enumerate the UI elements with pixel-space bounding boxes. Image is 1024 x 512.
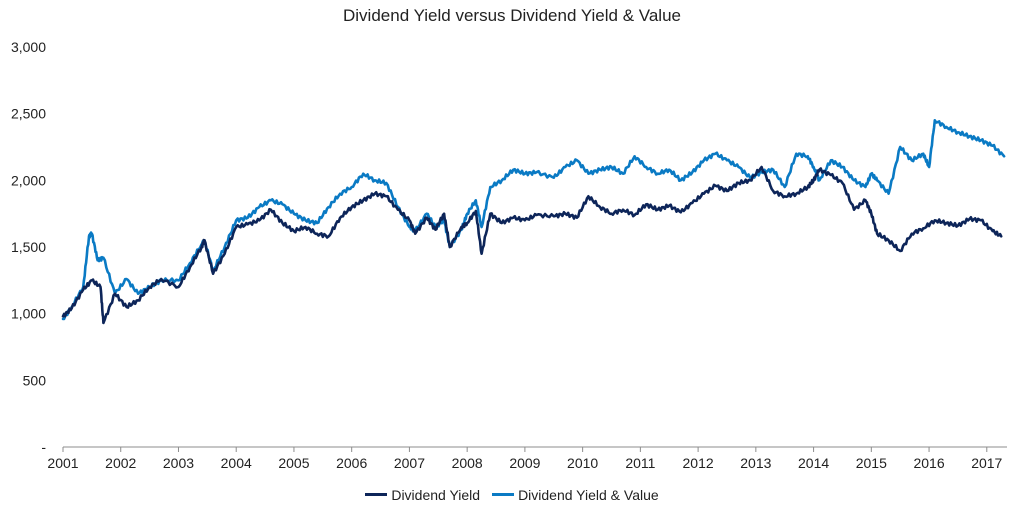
- x-tick-label: 2003: [163, 455, 194, 471]
- x-tick-label: 2011: [625, 455, 655, 471]
- y-tick-label: 2,500: [11, 106, 46, 122]
- legend-label: Dividend Yield & Value: [518, 486, 659, 503]
- chart-axes: - 500 1,000 1,500 2,000 2,500 3,000 2001 2002 200…: [11, 39, 1007, 471]
- legend-swatch: [365, 493, 388, 496]
- y-tick-label: -: [41, 439, 46, 455]
- y-tick-label: 1,500: [11, 239, 46, 255]
- series-line-dividend-yield-value: [61, 119, 1006, 321]
- x-tick-label: 2014: [798, 455, 829, 471]
- chart-legend: Dividend Yield Dividend Yield & Value: [0, 483, 1024, 503]
- chart-title: Dividend Yield versus Dividend Yield & V…: [343, 6, 681, 25]
- x-tick-label: 2016: [913, 455, 944, 471]
- y-tick-label: 3,000: [11, 39, 46, 55]
- y-tick-label: 1,000: [11, 306, 46, 322]
- legend-item: Dividend Yield & Value: [492, 487, 659, 503]
- legend-item: Dividend Yield: [365, 487, 480, 503]
- y-tick-label: 2,000: [11, 172, 46, 188]
- x-tick-label: 2017: [971, 455, 1002, 471]
- x-tick-label: 2001: [47, 455, 78, 471]
- x-tick-label: 2006: [336, 455, 367, 471]
- x-tick-label: 2007: [394, 455, 425, 471]
- series-layer: [61, 119, 1006, 325]
- x-tick-label: 2012: [683, 455, 714, 471]
- x-tick-label: 2008: [452, 455, 483, 471]
- x-tick-label: 2005: [278, 455, 309, 471]
- series-line-dividend-yield: [61, 165, 1003, 325]
- x-tick-label: 2015: [856, 455, 887, 471]
- legend-swatch: [492, 493, 515, 496]
- legend-label: Dividend Yield: [391, 486, 481, 503]
- x-tick-label: 2002: [105, 455, 136, 471]
- x-tick-label: 2013: [740, 455, 771, 471]
- y-tick-label: 500: [23, 372, 47, 388]
- x-tick-label: 2009: [509, 455, 540, 471]
- x-tick-label: 2010: [567, 455, 598, 471]
- x-tick-label: 2004: [221, 455, 252, 471]
